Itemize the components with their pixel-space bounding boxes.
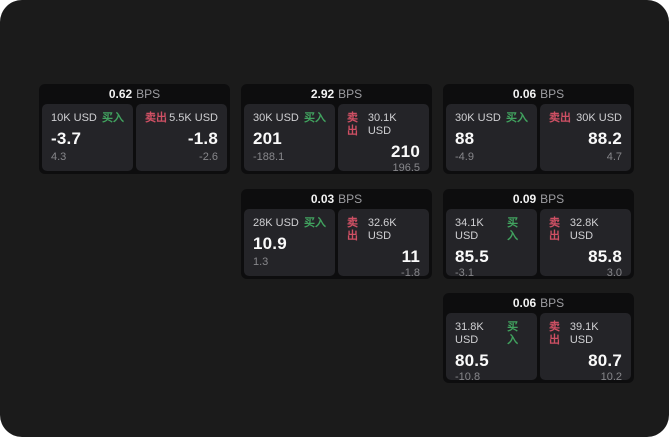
sell-side-label: 卖出 (347, 112, 358, 137)
buy-delta: -4.9 (455, 151, 474, 163)
bps-unit-label: BPS (338, 87, 363, 101)
buy-side-label: 买入 (304, 217, 326, 229)
sell-amount: 5.5K USD (169, 112, 218, 124)
buy-price: 201 (253, 129, 282, 148)
quote-card: 0.09 BPS 34.1K USD 买入 85.5 -3.1 卖出 32.8K… (443, 189, 634, 279)
buy-price: -3.7 (51, 129, 82, 148)
card-header: 0.09 BPS (446, 189, 631, 209)
buy-panel[interactable]: 10K USD 买入 -3.7 4.3 (42, 104, 133, 171)
buy-panel[interactable]: 30K USD 买入 88 -4.9 (446, 104, 537, 171)
card-header: 0.06 BPS (446, 293, 631, 313)
buy-side-label: 买入 (102, 112, 124, 124)
sell-panel[interactable]: 卖出 30K USD 88.2 4.7 (540, 104, 631, 171)
sell-side-label: 卖出 (549, 321, 560, 346)
sell-side-label: 卖出 (347, 217, 358, 242)
bps-value: 2.92 (310, 87, 335, 101)
buy-price: 80.5 (455, 351, 489, 370)
sell-side-label: 卖出 (145, 112, 167, 124)
sell-amount: 30.1K USD (367, 112, 397, 137)
quote-panels: 30K USD 买入 88 -4.9 卖出 30K USD 88.2 4.7 (446, 104, 631, 171)
bps-unit-label: BPS (540, 87, 565, 101)
quote-panels: 28K USD 买入 10.9 1.3 卖出 32.6K USD 11 -1.8 (244, 209, 429, 279)
sell-panel[interactable]: 卖出 32.6K USD 11 -1.8 (338, 209, 429, 279)
sell-amount: 39.1K USD (569, 321, 599, 346)
sell-price: 11 (401, 247, 420, 266)
bps-value: 0.06 (512, 87, 537, 101)
card-header: 0.03 BPS (244, 189, 429, 209)
sell-amount: 30K USD (576, 112, 622, 124)
buy-amount: 31.8K USD (455, 321, 484, 346)
sell-price: 88.2 (588, 129, 622, 148)
quote-panels: 34.1K USD 买入 85.5 -3.1 卖出 32.8K USD 85.8… (446, 209, 631, 279)
sell-price: 80.7 (588, 351, 622, 370)
sell-price: 85.8 (588, 247, 622, 266)
sell-side-label: 卖出 (549, 217, 560, 242)
buy-amount: 10K USD (51, 112, 97, 124)
sell-delta: 10.2 (600, 371, 622, 383)
sell-panel[interactable]: 卖出 39.1K USD 80.7 10.2 (540, 313, 631, 383)
quote-card: 2.92 BPS 30K USD 买入 201 -188.1 卖出 30.1K … (241, 84, 432, 174)
bps-value: 0.62 (108, 87, 133, 101)
quote-card: 0.03 BPS 28K USD 买入 10.9 1.3 卖出 32.6K US… (241, 189, 432, 279)
sell-panel[interactable]: 卖出 32.8K USD 85.8 3.0 (540, 209, 631, 279)
sell-delta: -2.6 (199, 151, 218, 163)
buy-side-label: 买入 (304, 112, 326, 124)
sell-price: -1.8 (187, 129, 218, 148)
buy-amount: 34.1K USD (455, 217, 484, 242)
sell-side-label: 卖出 (549, 112, 571, 124)
sell-price: 210 (391, 142, 420, 161)
buy-panel[interactable]: 34.1K USD 买入 85.5 -3.1 (446, 209, 537, 279)
bps-unit-label: BPS (540, 296, 565, 310)
buy-delta: -188.1 (253, 151, 285, 163)
buy-delta: -3.1 (455, 267, 474, 279)
quote-card: 0.06 BPS 31.8K USD 买入 80.5 -10.8 卖出 39.1… (443, 293, 634, 383)
bps-value: 0.03 (310, 192, 335, 206)
buy-delta: -10.8 (455, 371, 481, 383)
sell-panel[interactable]: 卖出 30.1K USD 210 196.5 (338, 104, 429, 174)
buy-panel[interactable]: 31.8K USD 买入 80.5 -10.8 (446, 313, 537, 383)
quote-card: 0.06 BPS 30K USD 买入 88 -4.9 卖出 30K USD 8… (443, 84, 634, 174)
buy-amount: 30K USD (455, 112, 501, 124)
card-header: 0.06 BPS (446, 84, 631, 104)
bps-value: 0.06 (512, 296, 537, 310)
buy-side-label: 买入 (506, 112, 528, 124)
bps-unit-label: BPS (540, 192, 565, 206)
buy-delta: 4.3 (51, 151, 67, 163)
buy-side-label: 买入 (507, 217, 519, 242)
buy-panel[interactable]: 28K USD 买入 10.9 1.3 (244, 209, 335, 276)
card-header: 2.92 BPS (244, 84, 429, 104)
buy-panel[interactable]: 30K USD 买入 201 -188.1 (244, 104, 335, 171)
quote-panels: 10K USD 买入 -3.7 4.3 卖出 5.5K USD -1.8 -2.… (42, 104, 227, 171)
sell-delta: 4.7 (606, 151, 622, 163)
buy-delta: 1.3 (253, 256, 269, 268)
card-header: 0.62 BPS (42, 84, 227, 104)
sell-delta: 196.5 (392, 162, 420, 174)
bps-unit-label: BPS (136, 87, 161, 101)
sell-amount: 32.6K USD (367, 217, 397, 242)
buy-price: 88 (455, 129, 475, 148)
bps-unit-label: BPS (338, 192, 363, 206)
quote-panels: 30K USD 买入 201 -188.1 卖出 30.1K USD 210 1… (244, 104, 429, 174)
quote-panels: 31.8K USD 买入 80.5 -10.8 卖出 39.1K USD 80.… (446, 313, 631, 383)
bps-value: 0.09 (512, 192, 537, 206)
buy-price: 85.5 (455, 247, 489, 266)
buy-price: 10.9 (253, 234, 287, 253)
sell-delta: -1.8 (401, 267, 420, 279)
buy-side-label: 买入 (507, 321, 519, 346)
buy-amount: 28K USD (253, 217, 299, 229)
sell-delta: 3.0 (606, 267, 622, 279)
quote-card: 0.62 BPS 10K USD 买入 -3.7 4.3 卖出 5.5K USD… (39, 84, 230, 174)
buy-amount: 30K USD (253, 112, 299, 124)
sell-amount: 32.8K USD (569, 217, 599, 242)
sell-panel[interactable]: 卖出 5.5K USD -1.8 -2.6 (136, 104, 227, 171)
